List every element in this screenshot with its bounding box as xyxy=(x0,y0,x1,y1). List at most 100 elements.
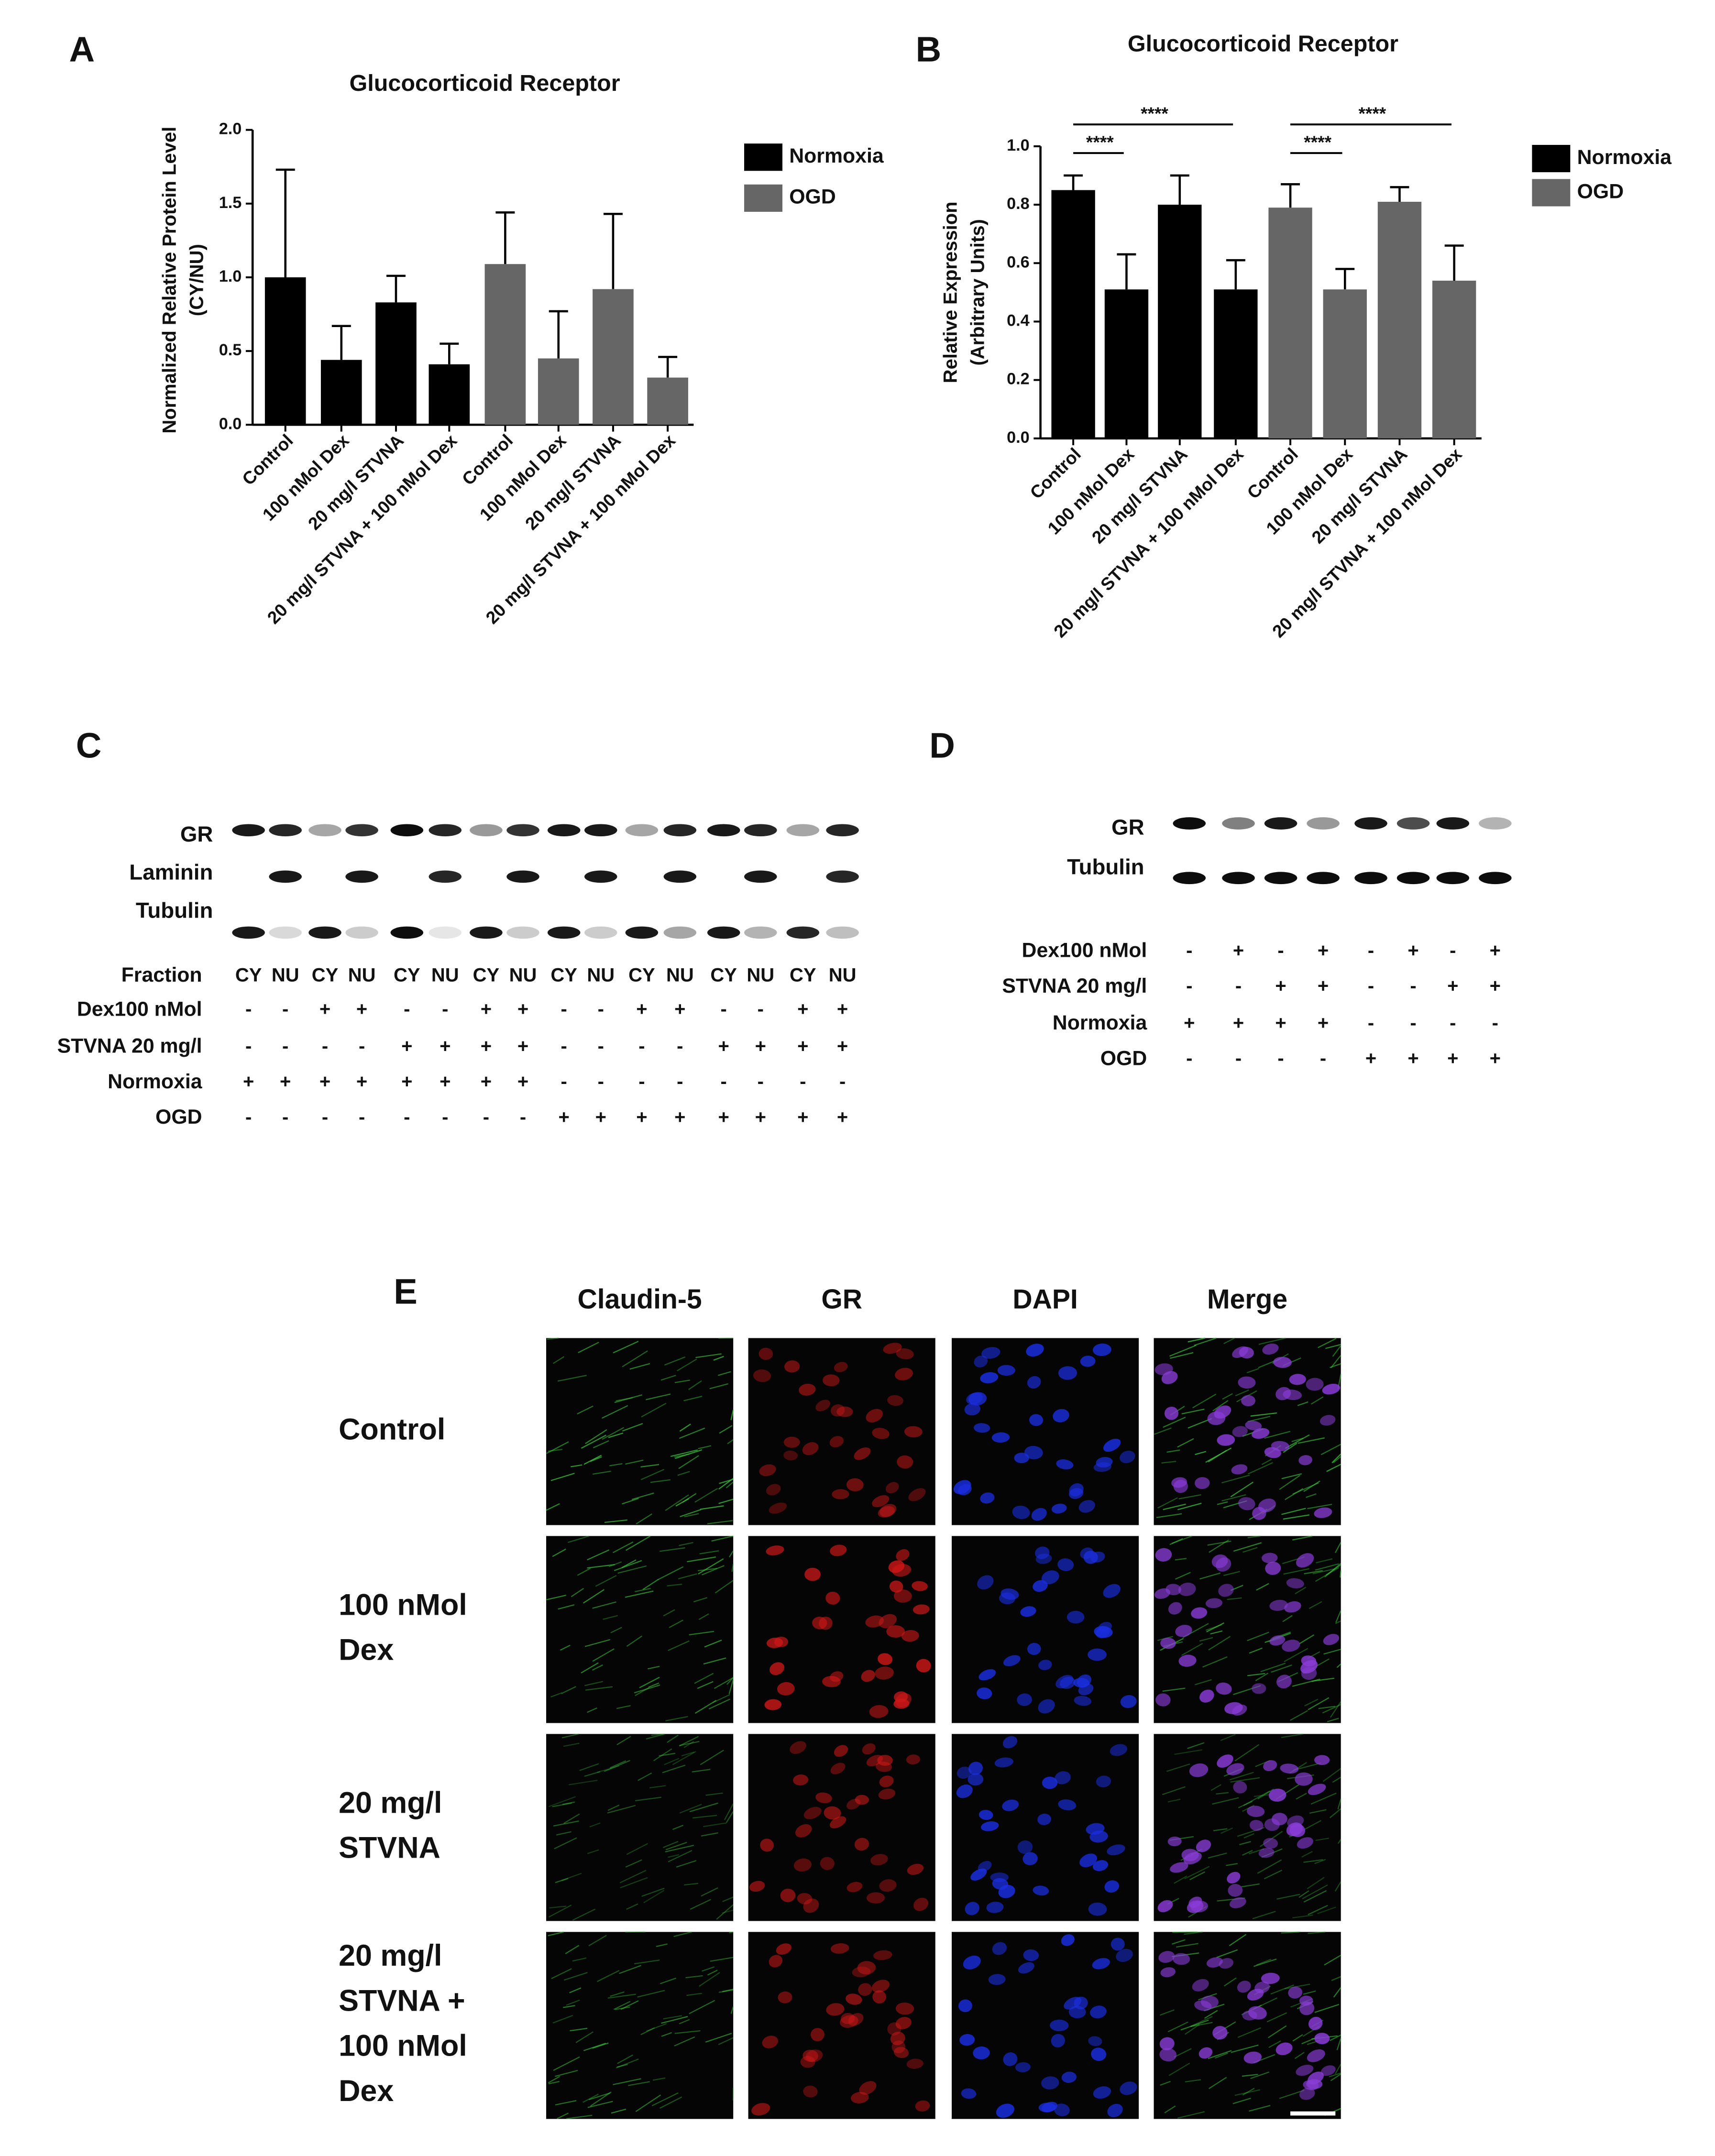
fiber xyxy=(656,1943,668,1947)
nucleus xyxy=(1269,1635,1286,1646)
fiber xyxy=(679,1427,705,1439)
condition-value: + xyxy=(1233,1012,1244,1033)
condition-value: - xyxy=(1410,975,1416,996)
fiber xyxy=(1174,2048,1192,2058)
fiber xyxy=(592,1648,615,1662)
nucleus xyxy=(1238,1376,1256,1389)
nucleus xyxy=(980,1492,995,1504)
fiber xyxy=(1283,1443,1297,1453)
nucleus xyxy=(897,1455,913,1469)
fiber xyxy=(1297,1437,1325,1444)
fiber xyxy=(1292,1915,1313,1919)
fiber xyxy=(1314,2003,1340,2013)
fiber xyxy=(626,1843,649,1855)
fiber xyxy=(1334,1881,1341,1892)
nucleus xyxy=(1178,1582,1196,1596)
fiber xyxy=(592,1601,616,1609)
fiber xyxy=(716,1904,734,1920)
condition-value: + xyxy=(481,999,492,1020)
fiber xyxy=(700,1505,724,1510)
blot-band xyxy=(707,824,740,837)
blot-band xyxy=(1264,872,1297,885)
fiber xyxy=(608,1561,622,1567)
fiber xyxy=(1162,1687,1186,1692)
nucleus xyxy=(829,1816,847,1828)
fiber xyxy=(1221,1494,1246,1502)
fiber xyxy=(1330,1355,1341,1368)
fiber xyxy=(663,1609,675,1617)
nucleus xyxy=(1023,1949,1039,1961)
fiber xyxy=(552,1802,572,1807)
bar xyxy=(375,302,417,425)
condition-value: - xyxy=(245,1036,252,1057)
y-tick-label: 2.0 xyxy=(219,120,242,138)
nucleus xyxy=(1205,1598,1223,1609)
bar xyxy=(1323,289,1367,438)
nucleus xyxy=(1239,1346,1254,1359)
fiber xyxy=(1260,1663,1286,1673)
fiber xyxy=(602,1427,624,1440)
nucleus xyxy=(980,1372,999,1383)
condition-value: - xyxy=(638,1036,645,1057)
error-bar xyxy=(1226,259,1245,290)
fiber xyxy=(587,1564,615,1569)
blot-band xyxy=(269,870,302,883)
y-tick-label: 0.5 xyxy=(219,341,242,359)
fiber xyxy=(583,1455,602,1465)
fiber xyxy=(1176,1943,1198,1948)
condition-value: + xyxy=(280,1071,291,1092)
panel-letter: B xyxy=(916,30,942,69)
fiber xyxy=(621,1559,637,1568)
nucleus xyxy=(803,2085,818,2098)
fiber xyxy=(686,1992,702,1996)
fiber xyxy=(1222,1393,1233,1400)
fiber xyxy=(585,1686,613,1691)
fiber xyxy=(729,1550,734,1558)
fiber xyxy=(1202,1656,1228,1668)
fiber xyxy=(702,1966,715,1972)
fiber xyxy=(677,1358,697,1371)
fiber xyxy=(689,1631,715,1636)
condition-value: - xyxy=(1186,940,1192,961)
fiber xyxy=(1208,1450,1227,1463)
legend-swatch xyxy=(744,184,782,212)
nucleus xyxy=(862,1743,876,1755)
fiber xyxy=(708,1698,731,1709)
blot-band xyxy=(390,824,424,837)
nucleus xyxy=(875,1666,894,1680)
condition-value: + xyxy=(1184,1012,1195,1033)
nucleus xyxy=(1120,2081,1137,2095)
fiber xyxy=(619,1870,647,1883)
nucleus xyxy=(1165,1584,1181,1596)
condition-value: + xyxy=(517,1071,528,1092)
fiber xyxy=(551,1968,572,1980)
nucleus xyxy=(1288,1986,1303,1999)
nucleus xyxy=(1003,2052,1018,2066)
nucleus xyxy=(1027,1376,1041,1389)
nucleus xyxy=(886,1625,905,1638)
condition-value: - xyxy=(1235,1048,1242,1069)
fiber xyxy=(1220,1734,1236,1741)
micrograph xyxy=(748,1932,935,2119)
fiber xyxy=(1333,1456,1341,1463)
fiber xyxy=(690,1899,711,1910)
nucleus xyxy=(916,1659,931,1673)
nucleus xyxy=(1271,1813,1287,1826)
condition-value: - xyxy=(598,1036,604,1057)
nucleus xyxy=(1175,1625,1192,1637)
fiber xyxy=(1247,1673,1265,1676)
fiber xyxy=(631,1492,654,1500)
nucleus xyxy=(1212,2026,1228,2040)
fiber xyxy=(710,1957,734,1962)
blot-band xyxy=(1222,817,1255,830)
fiber xyxy=(563,1813,580,1824)
nucleus xyxy=(1228,1883,1243,1897)
condition-value: NU xyxy=(747,964,774,985)
nucleus xyxy=(878,1653,893,1665)
nucleus xyxy=(1286,1822,1303,1837)
nucleus xyxy=(1000,1588,1019,1600)
fiber xyxy=(581,1662,599,1674)
fiber xyxy=(701,1832,718,1837)
nucleus xyxy=(1289,1374,1306,1385)
fiber xyxy=(593,1440,609,1448)
